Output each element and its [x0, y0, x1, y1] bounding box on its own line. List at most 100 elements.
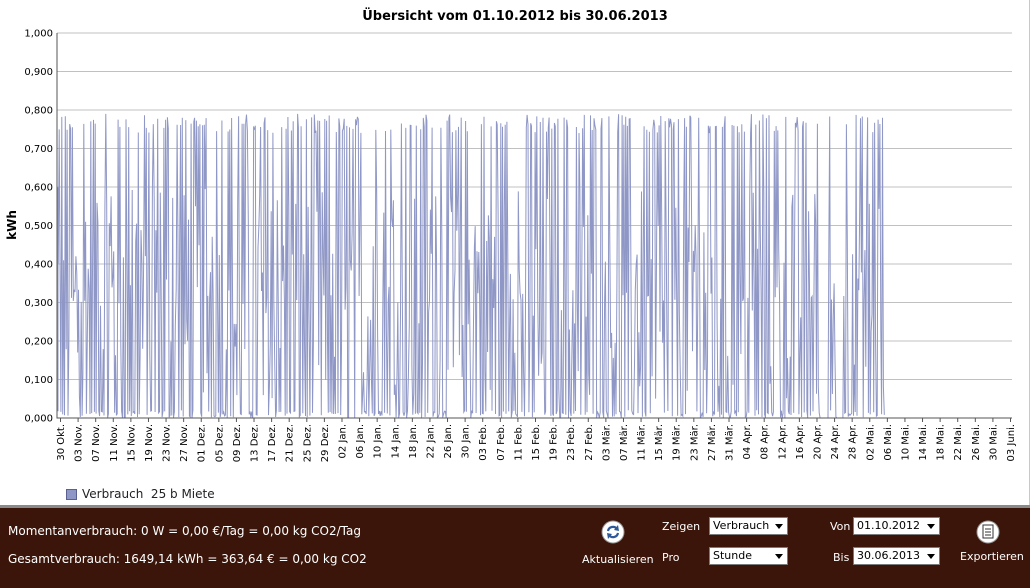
x-tick-label: 16 Apr.: [795, 424, 806, 459]
momentan-status: Momentanverbrauch: 0 W = 0,00 €/Tag = 0,…: [8, 524, 361, 538]
chevron-down-icon: [927, 524, 935, 529]
chart-panel: Übersicht vom 01.10.2012 bis 30.06.2013 …: [5, 0, 1030, 505]
x-tick-label: 27 Mär.: [707, 424, 718, 461]
x-tick-label: 06 Mai.: [883, 424, 894, 461]
von-label: Von: [830, 520, 851, 533]
x-tick-label: 15 Mär.: [654, 424, 665, 461]
x-tick-label: 11 Nov.: [109, 424, 120, 462]
y-tick-label: 0,400: [24, 260, 53, 271]
series-line-verbrauch: [57, 113, 885, 419]
x-tick-label: 12 Apr.: [777, 424, 788, 459]
x-tick-label: 26 Jan.: [443, 424, 454, 459]
y-tick-label: 0,000: [24, 414, 53, 425]
legend-swatch: [66, 488, 77, 500]
x-tick-label: 23 Nov.: [162, 424, 173, 462]
zeigen-select[interactable]: Verbrauch: [709, 517, 788, 535]
x-tick-label: 15 Nov.: [126, 424, 137, 462]
pro-select-value: Stunde: [713, 549, 752, 562]
zeigen-label: Zeigen: [662, 520, 701, 533]
x-tick-label: 18 Mai.: [936, 424, 947, 461]
x-tick-label: 25 Dez.: [302, 424, 313, 462]
x-tick-label: 27 Feb.: [584, 424, 595, 461]
control-bar: Momentanverbrauch: 0 W = 0,00 €/Tag = 0,…: [0, 508, 1030, 588]
x-tick-label: 11 Feb.: [513, 424, 524, 461]
x-tick-label: 30 Mai.: [988, 424, 999, 461]
y-tick-label: 0,200: [24, 337, 53, 348]
x-tick-label: 19 Feb.: [549, 424, 560, 461]
x-tick-label: 06 Jan.: [355, 424, 366, 459]
x-tick-label: 14 Mai.: [918, 424, 929, 461]
x-tick-label: 22 Jan.: [425, 424, 436, 459]
x-tick-label: 15 Feb.: [531, 424, 542, 461]
x-tick-label: 24 Apr.: [830, 424, 841, 459]
x-tick-label: 10 Jan.: [373, 424, 384, 459]
x-tick-label: 20 Apr.: [812, 424, 823, 459]
x-tick-label: 21 Dez.: [285, 424, 296, 462]
von-date-picker[interactable]: 01.10.2012: [853, 517, 940, 535]
export-label[interactable]: Exportieren: [960, 550, 1024, 563]
x-tick-label: 29 Dez.: [320, 424, 331, 462]
x-tick-label: 02 Mai.: [865, 424, 876, 461]
x-tick-label: 27 Nov.: [179, 424, 190, 462]
gesamt-status: Gesamtverbrauch: 1649,14 kWh = 363,64 € …: [8, 552, 367, 566]
x-tick-label: 26 Mai.: [971, 424, 982, 461]
refresh-label[interactable]: Aktualisieren: [582, 553, 654, 566]
refresh-button[interactable]: [598, 519, 628, 547]
export-button[interactable]: [975, 519, 1001, 545]
panel-divider: [0, 505, 1030, 508]
x-tick-label: 07 Feb.: [496, 424, 507, 461]
chart-title: Übersicht vom 01.10.2012 bis 30.06.2013: [362, 9, 668, 24]
x-tick-label: 04 Apr.: [742, 424, 753, 459]
x-tick-label: 14 Jan.: [390, 424, 401, 459]
chevron-down-icon: [927, 554, 935, 559]
chart-svg: kWh 0,000 0,100 0,200 0,300 0,400 0,500 0,600 0…: [5, 29, 1017, 463]
chevron-down-icon: [775, 554, 783, 559]
x-tick-label: 09 Dez.: [232, 424, 243, 462]
x-tick-label: 05 Dez.: [214, 424, 225, 462]
x-tick-label: 07 Nov.: [91, 424, 102, 462]
x-tick-label: 19 Nov.: [144, 424, 155, 462]
y-tick-label: 0,800: [24, 106, 53, 117]
x-tick-label: 07 Mär.: [619, 424, 630, 461]
x-tick-label: 02 Jan.: [337, 424, 348, 459]
document-export-icon: [976, 520, 1000, 544]
x-tick-label: 30 Okt.: [56, 424, 67, 461]
x-tick-label: 03 Nov.: [74, 424, 85, 462]
chevron-down-icon: [775, 524, 783, 529]
x-tick-label: 30 Jan.: [461, 424, 472, 459]
bis-date-picker[interactable]: 30.06.2013: [853, 547, 940, 565]
y-tick-label: 0,100: [24, 375, 53, 386]
x-tick-label: 08 Apr.: [760, 424, 771, 459]
zeigen-select-value: Verbrauch: [713, 519, 770, 532]
y-tick-label: 1,000: [24, 29, 53, 40]
x-tick-label: 10 Mai.: [900, 424, 911, 461]
x-tick-label: 18 Jan.: [408, 424, 419, 459]
y-tick-label: 0,300: [24, 298, 53, 309]
x-tick-label: 28 Apr.: [848, 424, 859, 459]
x-tick-label: 31 Mär.: [725, 424, 736, 461]
x-tick-label: 17 Dez.: [267, 424, 278, 462]
x-tick-label: 22 Mai.: [953, 424, 964, 461]
y-tick-label: 0,700: [24, 144, 53, 155]
y-tick-label: 0,600: [24, 183, 53, 194]
x-tick-label: 01 Dez.: [197, 424, 208, 462]
x-tick-label: 23 Mär.: [689, 424, 700, 461]
pro-select[interactable]: Stunde: [709, 547, 788, 565]
bis-date-value: 30.06.2013: [857, 549, 920, 562]
y-tick-label: 0,500: [24, 221, 53, 232]
y-tick-label: 0,900: [24, 67, 53, 78]
y-axis-label: kWh: [5, 210, 19, 240]
pro-label: Pro: [662, 551, 680, 564]
bis-label: Bis: [833, 551, 850, 564]
refresh-icon: [601, 520, 625, 544]
chart-legend: Verbrauch 25 b Miete: [66, 487, 215, 501]
x-tick-label: 03 Juni.: [1006, 424, 1017, 462]
x-tick-label: 23 Feb.: [566, 424, 577, 461]
x-tick-label: 11 Mär.: [637, 424, 648, 461]
x-tick-label: 03 Mär.: [601, 424, 612, 461]
x-tick-label: 19 Mär.: [672, 424, 683, 461]
von-date-value: 01.10.2012: [857, 519, 920, 532]
legend-label: Verbrauch 25 b Miete: [82, 487, 215, 501]
x-tick-label: 03 Feb.: [478, 424, 489, 461]
x-tick-label: 13 Dez.: [250, 424, 261, 462]
